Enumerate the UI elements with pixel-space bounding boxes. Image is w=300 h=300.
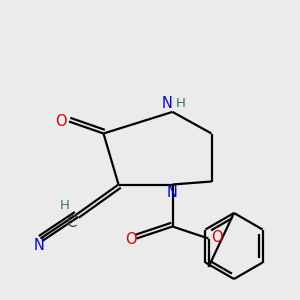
Text: N: N [167,185,178,200]
Text: H: H [176,97,186,110]
Text: H: H [60,199,70,212]
Text: O: O [125,232,136,247]
Text: N: N [34,238,44,253]
Text: O: O [55,114,66,129]
Text: N: N [162,96,172,111]
Text: O: O [211,230,223,244]
Text: C: C [66,215,76,230]
